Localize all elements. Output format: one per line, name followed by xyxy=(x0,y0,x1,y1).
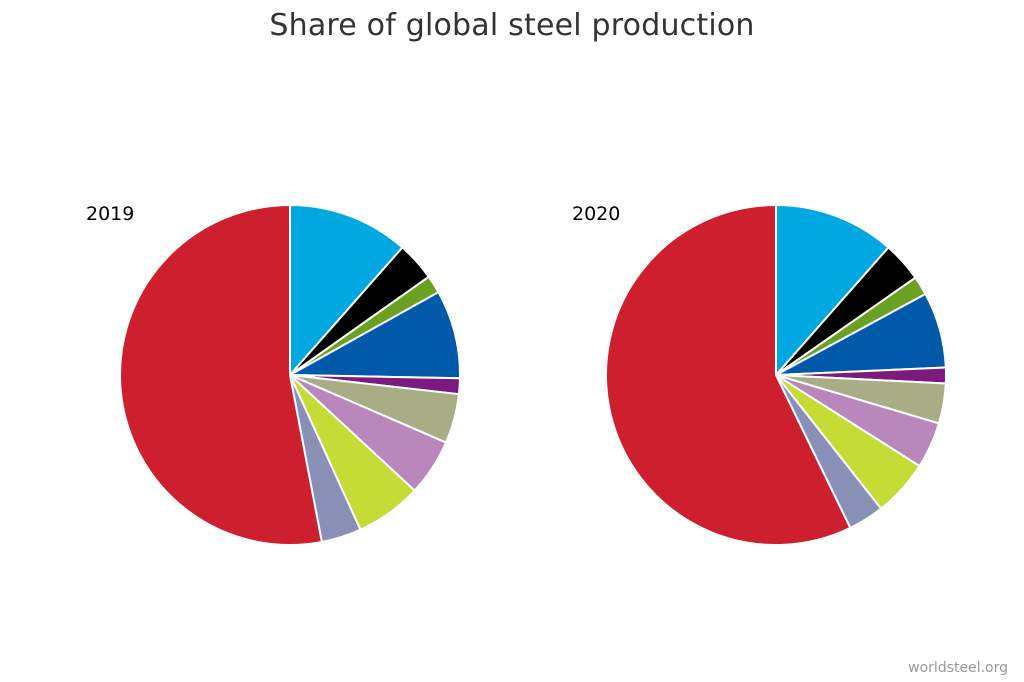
chart-title: Share of global steel production xyxy=(269,8,755,43)
pie-slice-2019-1 xyxy=(289,204,404,376)
pie-2019 xyxy=(119,204,461,546)
pie-slice-2020-10 xyxy=(605,204,852,546)
pie-slice-2019-10 xyxy=(119,204,323,546)
pie-label-2020: 2020 xyxy=(572,203,621,225)
pie-slice-2020-1 xyxy=(775,204,890,376)
pie-label-2019: 2019 xyxy=(86,203,135,225)
pie-slice-2019-4 xyxy=(289,291,461,380)
pie-2020 xyxy=(605,204,948,546)
source-credit: worldsteel.org xyxy=(908,660,1008,676)
